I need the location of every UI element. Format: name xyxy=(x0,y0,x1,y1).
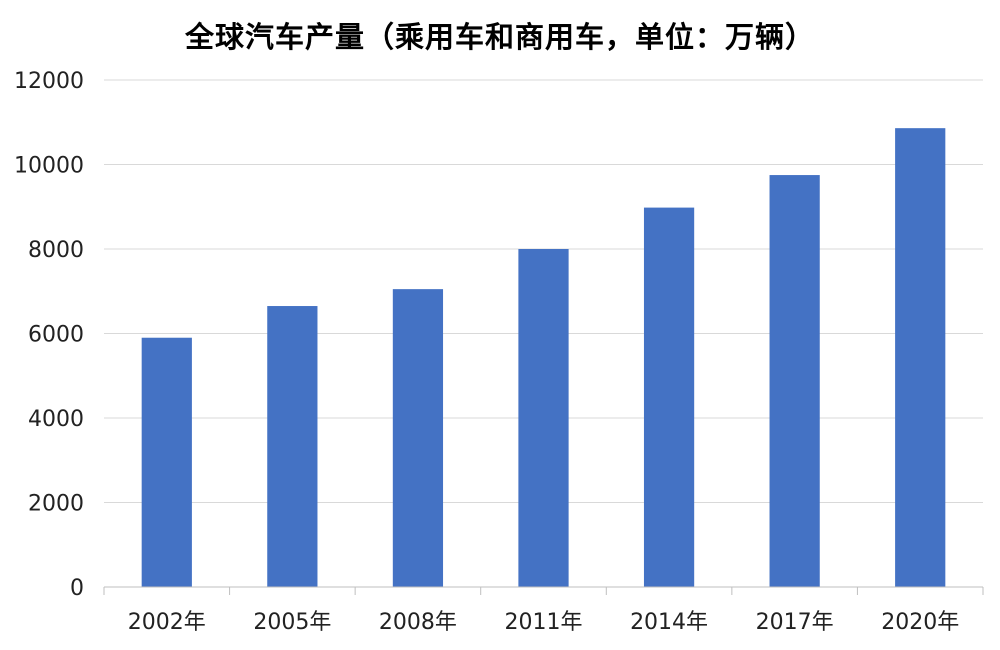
y-tick-label: 2000 xyxy=(28,492,84,517)
y-tick-label: 4000 xyxy=(28,407,84,432)
x-tick-label: 2014年 xyxy=(630,610,708,635)
bar xyxy=(518,249,569,587)
x-tick-label: 2005年 xyxy=(253,610,331,635)
x-tick-label: 2011年 xyxy=(505,610,583,635)
y-tick-label: 6000 xyxy=(28,323,84,348)
x-tick-labels: 2002年 2005年 2008年 2011年 2014年 2017年 2020年 xyxy=(128,610,959,635)
bar xyxy=(267,306,318,587)
bar xyxy=(895,128,946,588)
bar xyxy=(392,289,444,587)
x-tick-label: 2002年 xyxy=(128,610,206,635)
x-tick-label: 2008年 xyxy=(379,610,457,635)
x-tick-label: 2017年 xyxy=(756,610,834,635)
bar xyxy=(643,207,695,587)
axes xyxy=(103,586,984,595)
x-tick-label: 2020年 xyxy=(881,610,959,635)
y-tick-label: 10000 xyxy=(14,154,84,179)
bars xyxy=(141,128,946,588)
bar xyxy=(769,175,820,587)
y-tick-label: 0 xyxy=(70,576,84,601)
y-tick-label: 12000 xyxy=(14,69,84,94)
y-tick-labels: 0 2000 4000 6000 8000 10000 12000 xyxy=(14,69,84,601)
y-tick-label: 8000 xyxy=(28,238,84,263)
chart-title: 全球汽车产量（乘用车和商用车，单位：万辆） xyxy=(184,20,815,54)
bar xyxy=(141,337,192,587)
